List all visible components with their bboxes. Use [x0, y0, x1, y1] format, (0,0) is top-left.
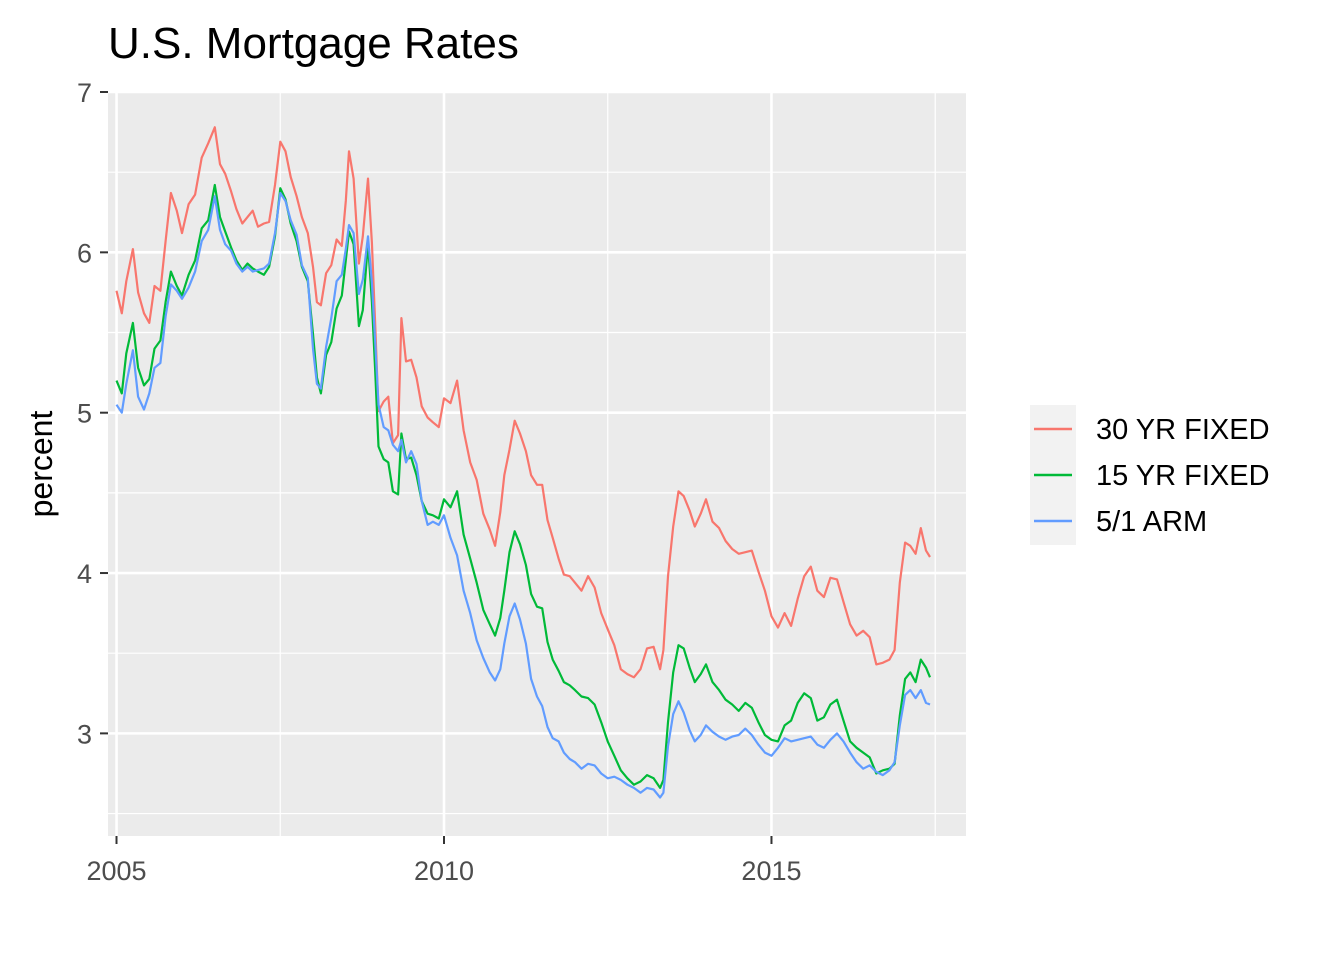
legend: 30 YR FIXED 15 YR FIXED 5/1 ARM: [1030, 405, 1270, 545]
y-tick-label: 6: [77, 238, 92, 268]
series-lines: [115, 126, 932, 799]
plot-panel: [108, 92, 966, 836]
grid-minor: [108, 92, 966, 836]
x-tick-label: 2005: [86, 856, 146, 886]
legend-label: 15 YR FIXED: [1096, 460, 1270, 492]
x-tick-label: 2015: [741, 856, 801, 886]
y-axis-title: percent: [23, 411, 59, 518]
x-tick-label: 2010: [414, 856, 474, 886]
y-tick-label: 3: [77, 719, 92, 749]
series-line: [115, 183, 932, 790]
legend-label: 5/1 ARM: [1096, 506, 1207, 538]
series-line: [115, 126, 931, 679]
series-line: [115, 191, 931, 799]
tick-labels: 2005 2010 2015 3 4 5 6 7: [77, 78, 802, 886]
axis-ticks: [100, 91, 773, 844]
grid-major: [108, 90, 966, 836]
legend-label: 30 YR FIXED: [1096, 414, 1270, 446]
chart-title: U.S. Mortgage Rates: [108, 19, 519, 68]
y-tick-label: 5: [77, 399, 92, 429]
y-tick-label: 4: [77, 559, 92, 589]
y-tick-label: 7: [77, 78, 92, 108]
